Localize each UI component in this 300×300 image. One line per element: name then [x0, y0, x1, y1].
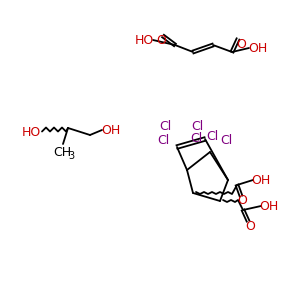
Text: OH: OH — [260, 200, 279, 212]
Text: 3: 3 — [68, 151, 74, 161]
Text: O: O — [156, 34, 166, 47]
Text: Cl: Cl — [159, 121, 171, 134]
Text: O: O — [236, 38, 246, 50]
Text: Cl: Cl — [157, 134, 169, 148]
Text: HO: HO — [21, 125, 40, 139]
Text: OH: OH — [248, 41, 268, 55]
Text: Cl: Cl — [220, 134, 232, 146]
Text: Cl: Cl — [190, 131, 202, 145]
Text: Cl: Cl — [206, 130, 218, 142]
Text: OH: OH — [101, 124, 121, 136]
Text: OH: OH — [251, 173, 271, 187]
Text: O: O — [237, 194, 247, 208]
Text: O: O — [245, 220, 255, 232]
Text: HO: HO — [134, 34, 154, 46]
Text: Cl: Cl — [191, 119, 203, 133]
Text: CH: CH — [53, 146, 71, 158]
